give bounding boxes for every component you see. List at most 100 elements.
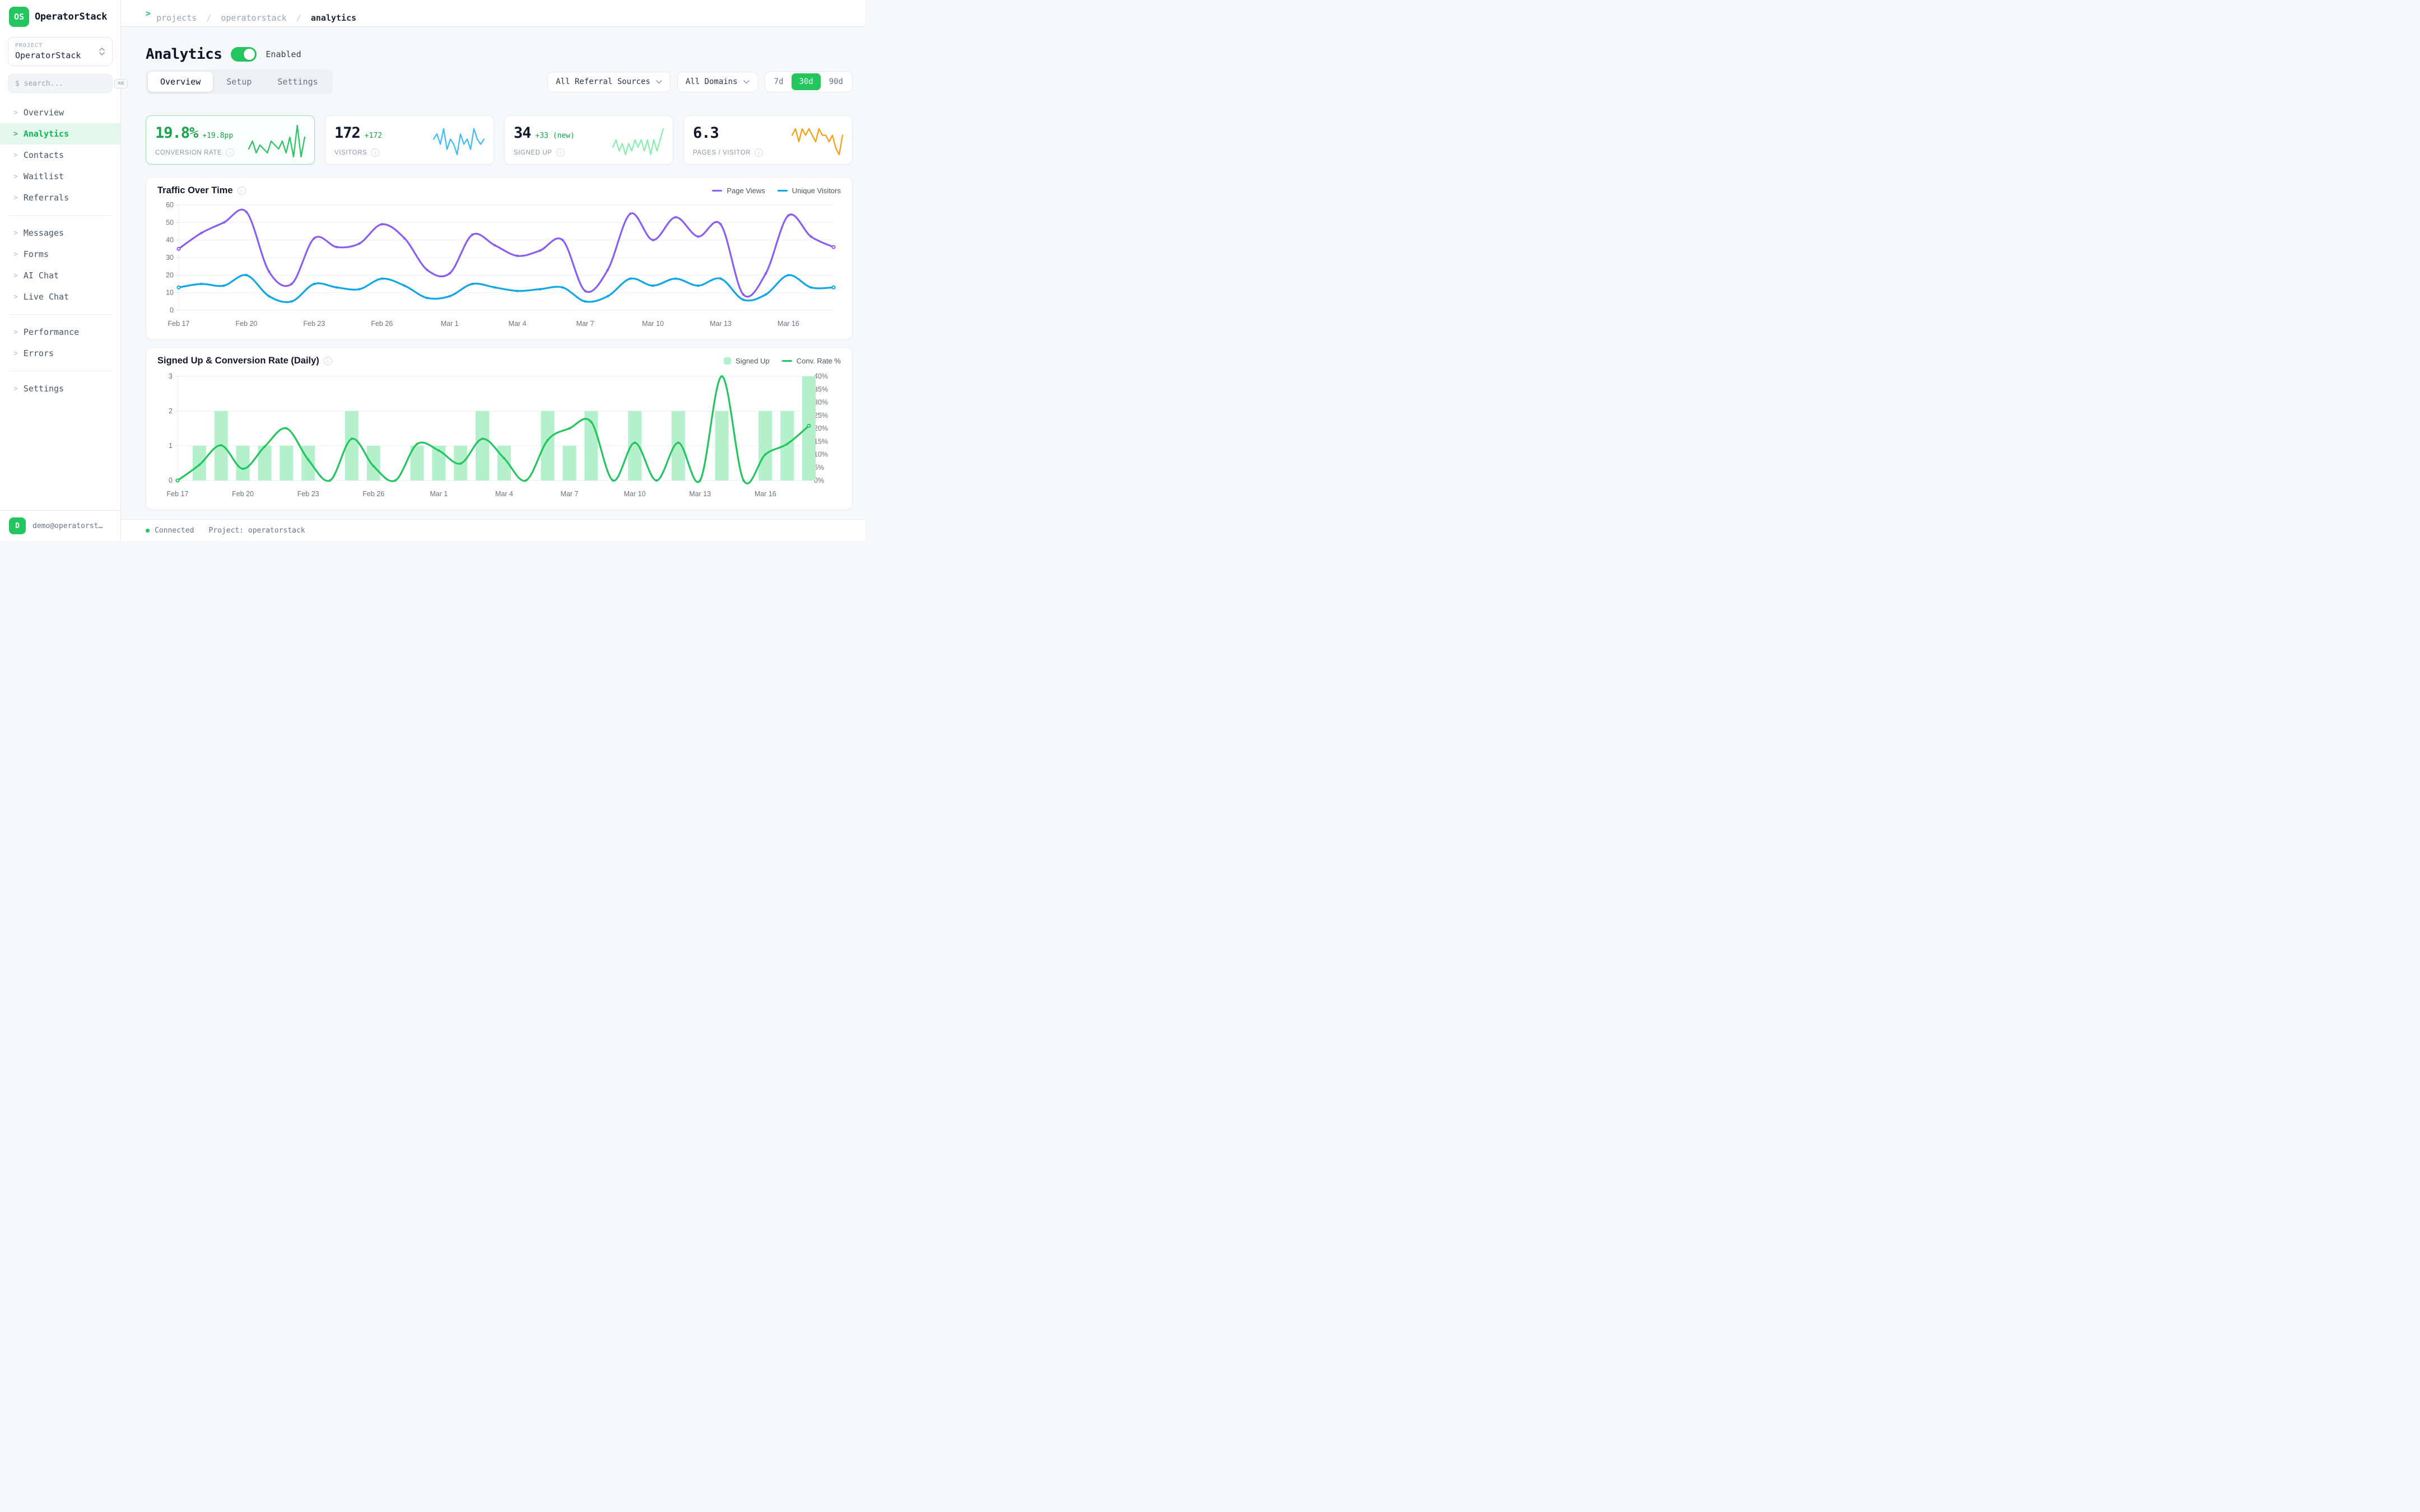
sidebar-item-overview[interactable]: > Overview [13,108,64,118]
info-icon[interactable] [755,148,764,157]
kpi-card-visitors: 172 +172 VISITORS [325,115,494,165]
range-30d-button[interactable]: 30d [792,73,821,90]
svg-text:50: 50 [166,218,174,226]
connected-dot-icon [146,528,150,533]
breadcrumb-separator: / [296,12,301,23]
search-shortcut-badge: ⌘K [114,78,128,88]
app-logo-icon: OS [9,7,29,27]
svg-text:30: 30 [166,254,174,262]
nav-divider [9,314,111,315]
chevron-right-icon: > [13,384,18,393]
sidebar-item-messages[interactable]: > Messages [13,228,64,238]
svg-text:Mar 10: Mar 10 [624,490,646,498]
breadcrumb-current: analytics [310,12,357,23]
sidebar-item-contacts[interactable]: > Contacts [13,150,64,160]
sidebar-item-referrals[interactable]: > Referrals [13,193,69,203]
kpi-value: 6.3 [693,124,719,142]
legend-swatch [712,189,723,192]
svg-text:3: 3 [169,372,173,380]
chevron-right-icon: > [13,151,18,160]
info-icon[interactable] [226,148,235,157]
kpi-value: 172 [334,124,361,142]
chevron-down-icon [743,80,750,83]
tab-overview[interactable]: Overview [148,72,213,92]
svg-text:Mar 13: Mar 13 [689,490,711,498]
sidebar-item-performance[interactable]: > Performance [13,327,80,337]
kpi-delta: +19.8pp [202,132,234,140]
svg-text:0%: 0% [814,477,824,484]
info-icon[interactable] [371,148,380,157]
tab-settings[interactable]: Settings [265,72,330,92]
project-selector[interactable]: PROJECT OperatorStack [8,37,113,66]
svg-text:Mar 16: Mar 16 [778,320,799,328]
svg-text:Mar 10: Mar 10 [642,320,664,328]
range-7d-button[interactable]: 7d [767,73,791,90]
svg-text:40: 40 [166,236,174,244]
avatar: D [9,517,26,534]
chevron-right-icon: > [13,172,18,181]
svg-text:Mar 16: Mar 16 [755,490,776,498]
breadcrumb-projects-link[interactable]: projects [156,12,197,23]
sidebar-item-live-chat[interactable]: > Live Chat [13,292,69,302]
svg-text:Feb 17: Feb 17 [168,320,190,328]
kpi-label: SIGNED UP [514,149,552,156]
toggle-state-label: Enabled [266,49,301,59]
svg-text:60: 60 [166,201,174,209]
svg-text:Mar 1: Mar 1 [441,320,459,328]
search-input[interactable] [15,79,110,88]
svg-text:10%: 10% [814,451,828,459]
connection-status: Connected [155,526,194,535]
tab-setup[interactable]: Setup [214,72,264,92]
svg-text:Mar 4: Mar 4 [509,320,527,328]
sparkline-signed-up [612,128,664,156]
sidebar-item-forms[interactable]: > Forms [13,249,49,259]
page-title: Analytics [146,46,222,63]
svg-text:Feb 26: Feb 26 [371,320,393,328]
svg-text:0: 0 [169,477,173,484]
svg-text:10: 10 [166,289,174,297]
topbar: > projects / operatorstack / analytics [121,0,865,27]
toggle-knob [244,49,255,60]
svg-text:Feb 17: Feb 17 [167,490,189,498]
sidebar-item-settings[interactable]: > Settings [13,384,64,394]
app-window: OS OperatorStack PROJECT OperatorStack ⌘… [0,0,865,541]
kpi-card-signed-up: 34 +33 (new) SIGNED UP [504,115,673,165]
page-head: Analytics Enabled [146,46,853,63]
info-icon[interactable] [237,186,246,195]
svg-text:Feb 23: Feb 23 [297,490,319,498]
sidebar-user[interactable]: D demo@operatorsta… [0,510,120,541]
chevron-right-icon: > [13,228,18,237]
breadcrumb: projects / operatorstack / analytics [156,13,840,23]
chart-title: Signed Up & Conversion Rate (Daily) [157,356,319,366]
chart-legend: Page Views Unique Visitors [712,186,841,195]
search-box[interactable]: ⌘K [8,74,128,93]
traffic-over-time-chart[interactable]: 0 10 20 30 40 50 60 Feb 17 Feb 20 Feb 23 Feb 26 Mar… [157,198,841,332]
range-90d-button[interactable]: 90d [822,73,850,90]
domains-select[interactable]: All Domains [677,71,758,92]
breadcrumb-operatorstack-link[interactable]: operatorstack [221,12,287,23]
chart-legend: Signed Up Conv. Rate % [724,357,841,365]
sidebar-item-analytics[interactable]: > Analytics [0,123,120,144]
svg-text:5%: 5% [814,464,824,472]
analytics-toggle[interactable] [231,47,257,62]
sidebar-item-waitlist[interactable]: > Waitlist [13,171,64,181]
info-icon[interactable] [323,357,332,365]
referral-sources-select[interactable]: All Referral Sources [547,71,671,92]
svg-text:Mar 7: Mar 7 [576,320,594,328]
signups-chart-card: Signed Up & Conversion Rate (Daily) Sign… [146,347,853,510]
sparkline-visitors [432,128,485,156]
svg-text:20%: 20% [814,424,828,432]
legend-unique-visitors: Unique Visitors [777,186,841,195]
sidebar-item-ai-chat[interactable]: > AI Chat [13,270,59,281]
chevron-right-icon: > [13,271,18,280]
sidebar-item-errors[interactable]: > Errors [13,348,54,358]
info-icon[interactable] [556,148,565,157]
kpi-delta: +33 (new) [535,132,575,140]
sidebar: OS OperatorStack PROJECT OperatorStack ⌘… [0,0,128,541]
svg-text:1: 1 [169,442,173,450]
svg-text:0: 0 [170,306,174,314]
kpi-row: 19.8% +19.8pp CONVERSION RATE 172 +172 [146,115,853,165]
svg-text:Mar 7: Mar 7 [561,490,579,498]
chevron-right-icon: > [13,129,18,138]
